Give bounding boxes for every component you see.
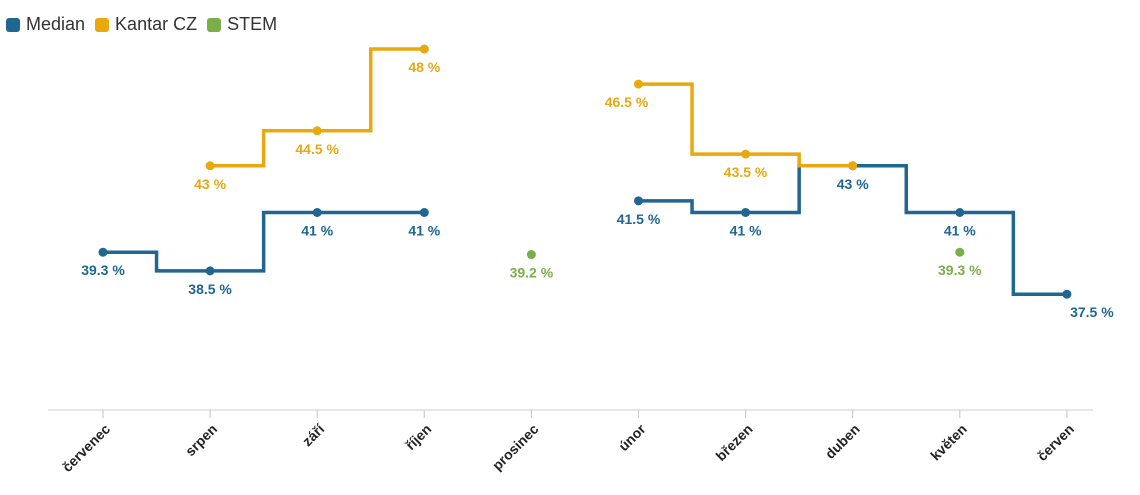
data-point[interactable] [848, 161, 858, 171]
x-tick-label: únor [615, 420, 649, 454]
x-tick-label: říjen [402, 421, 434, 453]
x-tick-label: srpen [182, 421, 220, 459]
data-point[interactable] [955, 208, 965, 217]
series-line-median [103, 210, 425, 273]
legend-item-median[interactable]: Median [6, 14, 85, 35]
x-tick-label: březen [712, 421, 755, 464]
data-point[interactable] [419, 44, 429, 54]
data-label: 39.2 % [510, 265, 554, 281]
legend-label-median: Median [26, 14, 86, 34]
data-point[interactable] [98, 247, 108, 257]
x-tick-label: červen [1034, 421, 1077, 464]
x-tick-label: červenec [59, 421, 113, 475]
data-point[interactable] [741, 149, 751, 159]
data-point[interactable] [312, 208, 322, 217]
data-labels: 39.3 % 38.5 % 41 % 41 % 41.5 % 41 % 43 % 41 % 37… [81, 59, 1114, 320]
data-label: 39.3 % [81, 262, 125, 278]
data-point[interactable] [634, 196, 643, 206]
data-label: 38.5 % [188, 281, 232, 297]
data-label: 41 % [944, 223, 976, 239]
data-label: 43 % [837, 176, 869, 192]
x-tick-label: duben [822, 421, 863, 462]
data-label: 46.5 % [605, 94, 649, 110]
data-point[interactable] [634, 79, 643, 89]
data-point[interactable] [419, 208, 429, 217]
data-point[interactable] [1062, 289, 1072, 299]
legend-swatch-median [6, 17, 20, 32]
legend-swatch-kantar [95, 17, 110, 32]
data-point[interactable] [205, 161, 215, 171]
data-label: 43 % [194, 176, 226, 192]
data-label: 41 % [730, 223, 762, 239]
data-point[interactable] [955, 247, 965, 257]
data-label: 39.3 % [938, 262, 982, 278]
x-tick-label: květen [927, 421, 970, 464]
plot-area [98, 44, 1072, 299]
data-label: 43.5 % [724, 164, 768, 180]
data-point[interactable] [205, 266, 215, 276]
legend-item-stem[interactable]: STEM [207, 14, 277, 35]
legend-item-kantar[interactable]: Kantar CZ [95, 14, 197, 35]
data-point[interactable] [741, 208, 751, 217]
data-point[interactable] [526, 250, 536, 260]
legend: Median Kantar CZ STEM [6, 14, 277, 35]
data-label: 41 % [408, 223, 440, 239]
x-tick-label: září [299, 420, 328, 449]
data-point[interactable] [312, 126, 322, 136]
x-tick-label: prosinec [489, 421, 542, 474]
data-label: 41.5 % [617, 211, 661, 227]
legend-swatch-stem [207, 17, 222, 32]
x-axis: červenec srpen září říjen prosinec únor březen… [48, 409, 1093, 475]
data-label: 48 % [408, 59, 440, 75]
legend-label-stem: STEM [227, 14, 278, 34]
data-label: 44.5 % [295, 141, 339, 157]
data-label: 37.5 % [1070, 304, 1114, 320]
legend-label-kantar: Kantar CZ [115, 14, 198, 34]
data-label: 41 % [301, 223, 333, 239]
